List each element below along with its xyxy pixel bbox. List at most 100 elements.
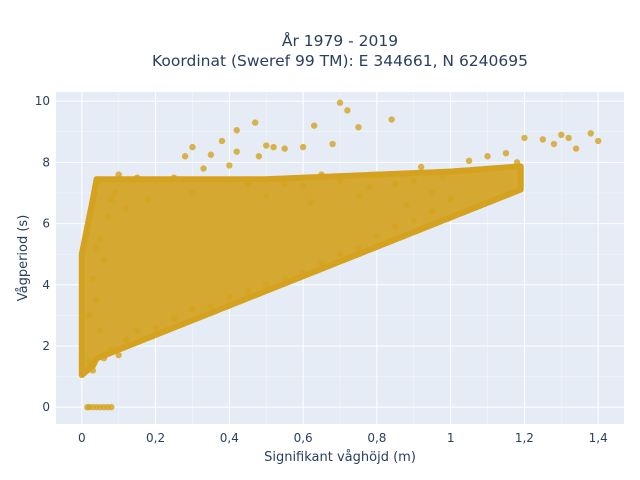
data-point xyxy=(410,177,417,184)
data-point xyxy=(447,195,454,203)
data-point xyxy=(299,269,307,276)
y-tick-label: 6 xyxy=(42,217,50,231)
data-point xyxy=(318,260,325,267)
data-point xyxy=(93,296,100,304)
y-tick-label: 0 xyxy=(42,400,50,414)
data-point xyxy=(355,244,362,252)
data-point xyxy=(97,235,104,243)
data-point xyxy=(417,163,425,171)
data-point xyxy=(465,168,473,175)
data-point xyxy=(85,312,93,319)
data-point xyxy=(115,171,122,178)
data-point xyxy=(373,171,381,178)
data-point xyxy=(122,336,130,344)
data-point xyxy=(491,165,499,172)
data-point xyxy=(122,205,130,212)
data-point xyxy=(170,315,178,322)
data-point xyxy=(152,177,159,184)
data-point xyxy=(344,107,351,114)
data-point xyxy=(281,145,288,152)
data-point xyxy=(281,275,288,282)
data-point xyxy=(145,195,152,203)
data-point xyxy=(429,208,436,215)
data-point xyxy=(93,244,100,252)
data-point xyxy=(270,143,277,151)
x-tick-label: 0 xyxy=(78,431,86,445)
data-point xyxy=(100,355,108,362)
data-point xyxy=(108,195,115,203)
data-point xyxy=(85,358,93,365)
data-point xyxy=(152,324,159,331)
data-point xyxy=(355,192,362,200)
data-point xyxy=(572,145,580,152)
data-point xyxy=(133,327,141,334)
data-point xyxy=(310,122,318,129)
data-point xyxy=(513,159,521,166)
data-point xyxy=(336,99,344,106)
data-point xyxy=(189,189,196,197)
data-point xyxy=(355,123,362,131)
chart-title-line-2: Koordinat (Sweref 99 TM): E 344661, N 62… xyxy=(152,52,528,70)
data-point xyxy=(200,165,207,172)
x-tick-label: 0,4 xyxy=(220,431,239,445)
data-point xyxy=(465,157,473,165)
data-point xyxy=(233,127,240,134)
x-tick-label: 0,2 xyxy=(146,431,165,445)
data-point xyxy=(100,257,108,264)
data-point xyxy=(429,189,436,197)
data-point xyxy=(318,171,325,178)
x-tick-label: 0,6 xyxy=(294,431,313,445)
data-point xyxy=(392,223,399,230)
data-point xyxy=(181,153,189,160)
data-point xyxy=(263,281,270,288)
x-tick-label: 1 xyxy=(447,431,455,445)
data-point xyxy=(410,217,417,224)
data-point xyxy=(244,287,251,295)
data-point xyxy=(251,119,259,126)
data-point xyxy=(233,148,240,155)
data-point xyxy=(539,136,547,143)
data-point xyxy=(189,143,196,151)
data-point xyxy=(281,180,288,187)
data-point xyxy=(484,153,491,160)
data-point xyxy=(329,140,336,148)
data-point xyxy=(207,151,215,158)
title: År 1979 - 2019 Koordinat (Sweref 99 TM):… xyxy=(152,31,528,70)
data-point xyxy=(336,177,344,184)
x-tick-label: 0,8 xyxy=(367,431,386,445)
chart-title-line-1: År 1979 - 2019 xyxy=(282,31,398,50)
data-point xyxy=(594,137,602,145)
data-point xyxy=(440,174,447,181)
x-tick-label: 1,2 xyxy=(515,431,534,445)
y-tick-label: 2 xyxy=(42,339,50,353)
data-point xyxy=(89,367,97,374)
data-point xyxy=(263,142,270,149)
data-point xyxy=(373,232,381,240)
y-tick-label: 4 xyxy=(42,278,50,292)
data-point xyxy=(111,189,119,197)
x-axis-ticks: 0 0,2 0,4 0,6 0,8 1 1,2 1,4 xyxy=(78,431,608,445)
x-axis-title: Signifikant våghöjd (m) xyxy=(264,450,416,465)
data-point xyxy=(115,351,122,359)
data-point xyxy=(392,180,399,187)
data-point xyxy=(403,202,410,209)
data-point xyxy=(565,134,572,142)
x-tick-label: 1,4 xyxy=(589,431,608,445)
data-point xyxy=(207,302,215,310)
data-point xyxy=(502,149,510,157)
data-point xyxy=(108,403,115,411)
data-points xyxy=(78,99,602,411)
data-point xyxy=(299,143,307,151)
data-point xyxy=(218,137,226,145)
data-point xyxy=(299,182,307,189)
data-point xyxy=(558,131,565,139)
data-point xyxy=(89,275,97,282)
data-point xyxy=(189,306,196,313)
data-point xyxy=(255,153,263,160)
data-point xyxy=(170,174,178,181)
y-axis-ticks: 0 2 4 6 8 10 xyxy=(35,94,50,414)
data-point xyxy=(97,327,104,334)
data-point xyxy=(244,180,251,187)
data-point xyxy=(307,198,314,206)
